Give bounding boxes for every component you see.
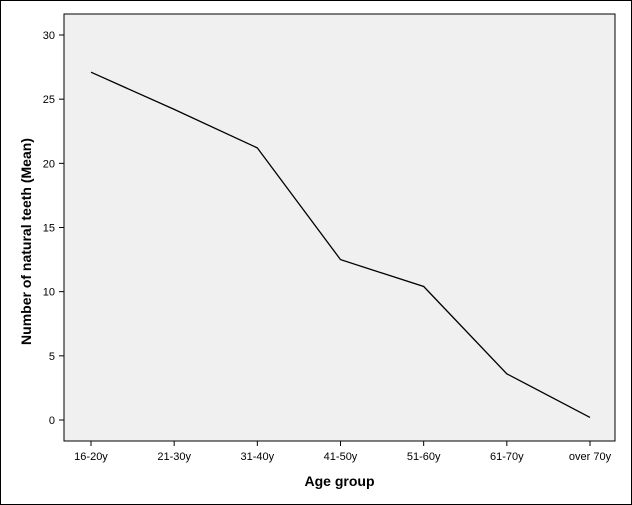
y-tick-label: 30 bbox=[43, 30, 55, 42]
y-tick-label: 20 bbox=[43, 158, 55, 170]
y-tick-label: 25 bbox=[43, 94, 55, 106]
y-tick-label: 15 bbox=[43, 223, 55, 235]
x-tick-label: 41-50y bbox=[324, 451, 358, 463]
x-tick-label: over 70y bbox=[569, 451, 612, 463]
x-tick-label: 61-70y bbox=[490, 451, 524, 463]
y-axis-title: Number of natural teeth (Mean) bbox=[18, 138, 34, 345]
plot-area bbox=[63, 13, 616, 442]
x-axis-title: Age group bbox=[305, 473, 375, 489]
x-tick-label: 31-40y bbox=[241, 451, 275, 463]
x-tick-label: 16-20y bbox=[74, 451, 108, 463]
y-axis-ticks: 0 5 10 15 20 25 30 bbox=[43, 30, 64, 427]
x-tick-label: 51-60y bbox=[407, 451, 441, 463]
x-axis-ticks: 16-20y 21-30y 31-40y 41-50y 51-60y 61-70y over… bbox=[74, 441, 612, 463]
y-tick-label: 0 bbox=[49, 415, 55, 427]
y-tick-label: 5 bbox=[49, 351, 55, 363]
y-tick-label: 10 bbox=[43, 287, 55, 299]
series-line bbox=[90, 71, 591, 418]
x-tick-label: 21-30y bbox=[157, 451, 191, 463]
